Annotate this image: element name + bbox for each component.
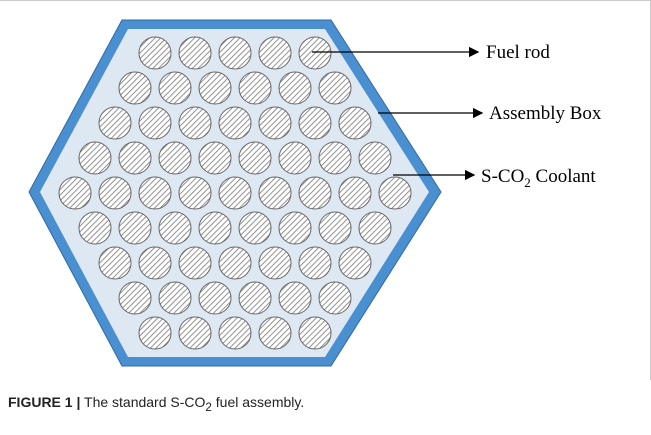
- fuel-rod: [158, 281, 192, 315]
- fuel-rod: [258, 316, 292, 350]
- fuel-rod: [318, 281, 352, 315]
- fuel-rod: [278, 71, 312, 105]
- fuel-rod: [258, 176, 292, 210]
- fuel-rod: [178, 36, 212, 70]
- fuel-rod: [138, 106, 172, 140]
- fuel-rod: [358, 141, 392, 175]
- fuel-rod: [158, 71, 192, 105]
- fuel-rod: [278, 281, 312, 315]
- fuel-rod: [358, 211, 392, 245]
- fuel-rod: [318, 141, 352, 175]
- fuel-rod: [218, 246, 252, 280]
- label: Assembly Box: [489, 103, 602, 124]
- fuel-rod: [178, 316, 212, 350]
- fuel-rod: [298, 316, 332, 350]
- fuel-rods: [58, 36, 412, 350]
- fuel-rod: [198, 71, 232, 105]
- fuel-rod: [138, 176, 172, 210]
- fuel-rod: [298, 36, 332, 70]
- fuel-rod: [258, 36, 292, 70]
- fuel-rod: [158, 141, 192, 175]
- fuel-rod: [178, 246, 212, 280]
- fuel-rod: [238, 141, 272, 175]
- fuel-rod: [138, 246, 172, 280]
- fuel-rod: [238, 281, 272, 315]
- fuel-rod: [298, 106, 332, 140]
- fuel-rod: [118, 141, 152, 175]
- label: S-CO2 Coolant: [481, 166, 596, 190]
- fuel-rod: [118, 71, 152, 105]
- fuel-rod: [278, 141, 312, 175]
- fuel-rod: [338, 246, 372, 280]
- fuel-rod: [318, 71, 352, 105]
- label: Fuel rod: [486, 42, 550, 63]
- fuel-rod: [118, 281, 152, 315]
- fuel-rod: [338, 106, 372, 140]
- fuel-rod: [318, 211, 352, 245]
- fuel-rod: [138, 316, 172, 350]
- fuel-rod: [218, 106, 252, 140]
- fuel-rod: [338, 176, 372, 210]
- fuel-rod: [78, 141, 112, 175]
- fuel-rod: [258, 106, 292, 140]
- fuel-rod: [178, 176, 212, 210]
- fuel-rod: [298, 176, 332, 210]
- fuel-rod: [98, 176, 132, 210]
- fuel-rod: [298, 246, 332, 280]
- fuel-rod: [178, 106, 212, 140]
- fuel-rod: [198, 141, 232, 175]
- caption: FIGURE 1 | The standard S-CO2 fuel assem…: [8, 394, 305, 414]
- diagram: Fuel rod Assembly Box S-CO2 Coolant: [0, 0, 651, 380]
- fuel-rod: [198, 211, 232, 245]
- fuel-rod: [118, 211, 152, 245]
- fuel-rod: [198, 281, 232, 315]
- fuel-rod: [78, 211, 112, 245]
- fuel-rod: [138, 36, 172, 70]
- fuel-rod: [238, 71, 272, 105]
- fuel-rod: [98, 246, 132, 280]
- fuel-rod: [278, 211, 312, 245]
- fuel-rod: [98, 106, 132, 140]
- fuel-rod: [218, 176, 252, 210]
- fuel-rod: [218, 36, 252, 70]
- fuel-rod: [218, 316, 252, 350]
- fuel-rod: [58, 176, 92, 210]
- fuel-rod: [378, 176, 412, 210]
- fuel-rod: [158, 211, 192, 245]
- fuel-rod: [258, 246, 292, 280]
- fuel-rod: [238, 211, 272, 245]
